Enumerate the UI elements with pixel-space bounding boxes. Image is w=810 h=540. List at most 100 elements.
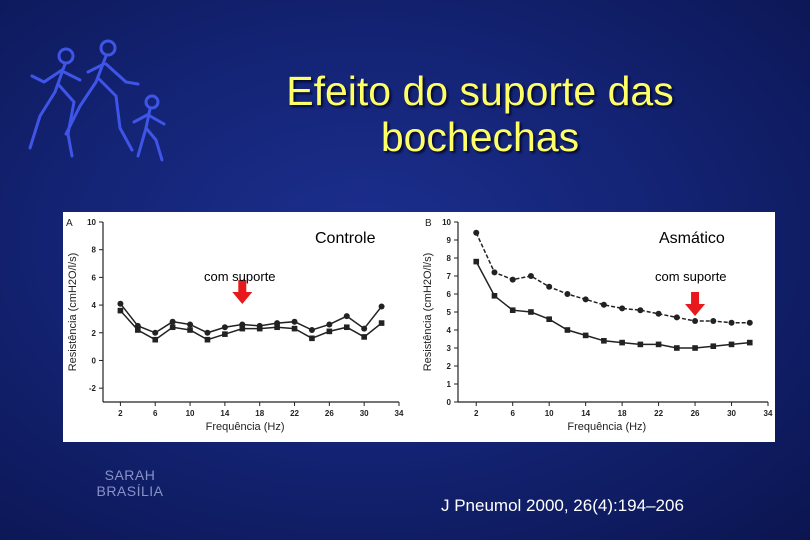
- title-line-2: bochechas: [380, 114, 580, 160]
- data-point-square: [710, 343, 717, 349]
- data-point-square: [692, 345, 698, 351]
- y-tick-label: 0: [92, 356, 97, 365]
- data-point-square: [117, 307, 124, 314]
- x-tick-label: 2: [118, 409, 123, 418]
- y-tick-label: 4: [447, 326, 452, 335]
- data-point-circle: [728, 319, 735, 326]
- data-point-square: [637, 341, 644, 348]
- data-point-square: [291, 325, 298, 332]
- data-point-square: [361, 334, 367, 340]
- x-axis-label: Frequência (Hz): [206, 421, 285, 433]
- y-axis-label: Resistência (cmH2O/l/s): [67, 253, 79, 372]
- data-point-square: [222, 331, 228, 337]
- sarah-brasilia-label: SARAH BRASÍLIA: [92, 467, 168, 499]
- series-line: [119, 303, 383, 334]
- running-family-icon: [28, 39, 166, 162]
- x-tick-label: 34: [395, 409, 404, 418]
- data-point-square: [601, 338, 607, 344]
- figure-panel: -2 0 2 4 6 8 10 2 6 10 14 18 22 26 30 34 Frequência (Hz)…: [63, 212, 775, 442]
- y-tick-label: 8: [92, 246, 97, 255]
- data-point-circle: [204, 329, 211, 336]
- data-point-circle: [221, 324, 228, 331]
- y-tick-label: 4: [92, 301, 97, 310]
- x-tick-label: 30: [727, 409, 736, 418]
- data-point-circle: [509, 276, 516, 283]
- data-point-square: [509, 307, 516, 313]
- data-point-circle: [546, 283, 553, 290]
- series-line: [119, 310, 383, 341]
- data-point-circle: [491, 269, 498, 276]
- panel-letter: B: [425, 218, 432, 229]
- data-point-circle: [637, 307, 644, 314]
- data-point-circle: [527, 273, 534, 279]
- data-point-circle: [746, 319, 753, 326]
- series-line: [475, 261, 750, 349]
- y-tick-label: 6: [447, 290, 452, 299]
- x-tick-label: 26: [691, 409, 700, 418]
- y-tick-label: 10: [87, 218, 96, 227]
- x-tick-label: 14: [581, 409, 590, 418]
- y-axis-label: Resistência (cmH2O/l/s): [422, 253, 434, 372]
- y-tick-label: 6: [92, 273, 97, 282]
- slide-title: Efeito do suporte das bochechas: [200, 68, 760, 160]
- panel-letter: A: [66, 218, 73, 229]
- y-tick-label: 0: [447, 398, 452, 407]
- x-tick-label: 22: [654, 409, 663, 418]
- data-point-square: [343, 324, 350, 331]
- x-tick-label: 14: [220, 409, 229, 418]
- data-point-circle: [361, 325, 368, 332]
- y-tick-label: 2: [92, 329, 97, 338]
- asmatico-title: Asmático: [659, 230, 725, 247]
- data-point-circle: [291, 318, 298, 325]
- series-line: [475, 232, 750, 324]
- title-line-1: Efeito do suporte das: [286, 68, 674, 114]
- data-point-circle: [152, 329, 159, 336]
- data-point-circle: [673, 314, 680, 321]
- y-tick-label: -2: [89, 384, 97, 393]
- x-axis-label: Frequência (Hz): [567, 421, 646, 433]
- y-tick-label: 10: [442, 218, 451, 227]
- data-point-square: [619, 339, 625, 346]
- data-point-square: [564, 327, 571, 333]
- x-tick-label: 6: [153, 409, 158, 418]
- data-point-square: [239, 325, 246, 332]
- x-tick-label: 10: [186, 409, 195, 418]
- y-tick-label: 5: [447, 308, 452, 317]
- y-tick-label: 3: [447, 344, 452, 353]
- data-point-circle: [187, 321, 194, 328]
- data-point-circle: [378, 303, 385, 310]
- footer-left-line-1: SARAH: [104, 467, 156, 483]
- data-point-square: [473, 258, 480, 265]
- data-point-square: [169, 324, 176, 331]
- y-tick-label: 9: [447, 236, 452, 245]
- data-point-circle: [169, 318, 176, 325]
- data-point-square: [204, 336, 211, 343]
- data-point-circle: [655, 310, 662, 317]
- data-point-square: [309, 335, 315, 342]
- data-point-circle: [582, 296, 589, 303]
- x-tick-label: 6: [510, 409, 515, 418]
- y-tick-label: 7: [447, 272, 452, 281]
- data-point-circle: [692, 318, 699, 324]
- data-point-circle: [308, 327, 315, 333]
- x-tick-label: 22: [290, 409, 299, 418]
- data-point-circle: [619, 305, 626, 312]
- data-point-square: [746, 339, 753, 346]
- x-tick-label: 30: [360, 409, 369, 418]
- red-arrow-icon: [232, 280, 253, 304]
- x-tick-label: 26: [325, 409, 334, 418]
- x-tick-label: 2: [474, 409, 479, 418]
- y-tick-label: 8: [447, 254, 452, 263]
- data-point-circle: [473, 229, 480, 236]
- x-tick-label: 18: [618, 409, 627, 418]
- y-tick-label: 1: [447, 380, 452, 389]
- red-arrow-icon: [685, 292, 706, 316]
- com-suporte-label: com suporte: [655, 269, 727, 284]
- com-suporte-label: com suporte: [204, 269, 276, 284]
- data-point-circle: [600, 301, 607, 308]
- data-point-circle: [117, 300, 124, 307]
- y-tick-label: 2: [447, 362, 452, 371]
- data-point-square: [326, 328, 333, 335]
- data-point-circle: [564, 291, 571, 297]
